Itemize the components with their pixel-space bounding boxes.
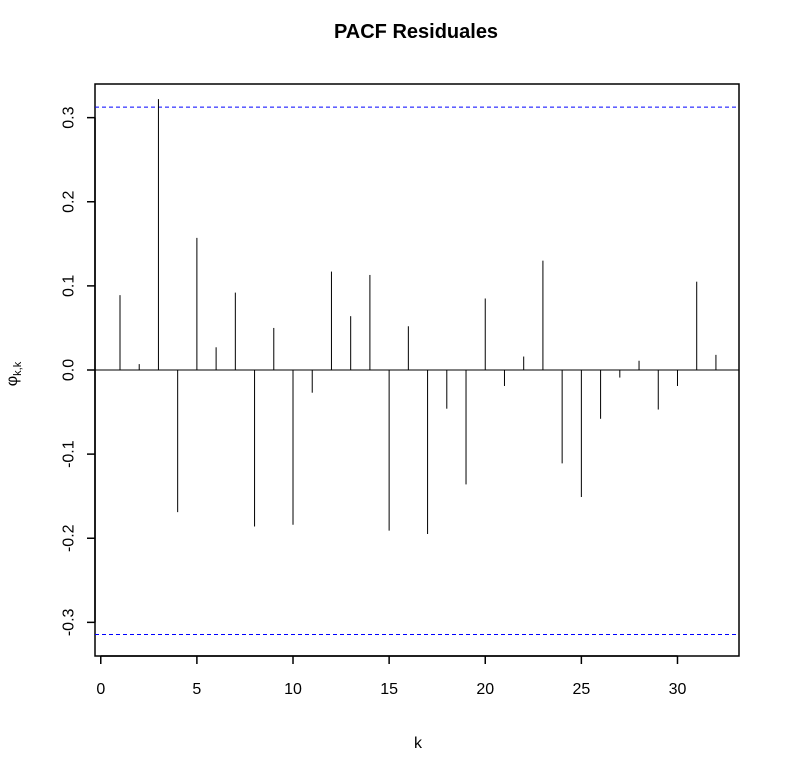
x-tick-label-15: 15 [380, 681, 398, 698]
x-tick-label-30: 30 [669, 681, 687, 698]
y-tick-label-5: 0.2 [61, 191, 78, 213]
y-tick-label-3: 0.0 [61, 359, 78, 381]
y-tick-label-6: 0.3 [61, 106, 78, 128]
y-axis-label-subscript: k,k [12, 361, 24, 376]
y-tick-label-0: -0.3 [61, 608, 78, 636]
x-tick-label-0: 0 [96, 681, 105, 698]
x-tick-label-10: 10 [284, 681, 302, 698]
y-tick-label-1: -0.2 [61, 524, 78, 552]
x-tick-label-5: 5 [192, 681, 201, 698]
y-axis-label: φk,k [4, 361, 24, 386]
plot-area: 0 5 10 15 20 25 30 -0.3 -0.2 -0.1 0.0 0.1 0.2 0.3 [61, 83, 740, 698]
x-axis-label: k [414, 735, 423, 752]
y-tick-label-2: -0.1 [61, 440, 78, 468]
y-tick-label-4: 0.1 [61, 275, 78, 297]
x-tick-label-25: 25 [572, 681, 590, 698]
chart-title: PACF Residuales [334, 21, 498, 43]
y-axis-label-base: φ [4, 376, 21, 386]
x-tick-label-20: 20 [476, 681, 494, 698]
